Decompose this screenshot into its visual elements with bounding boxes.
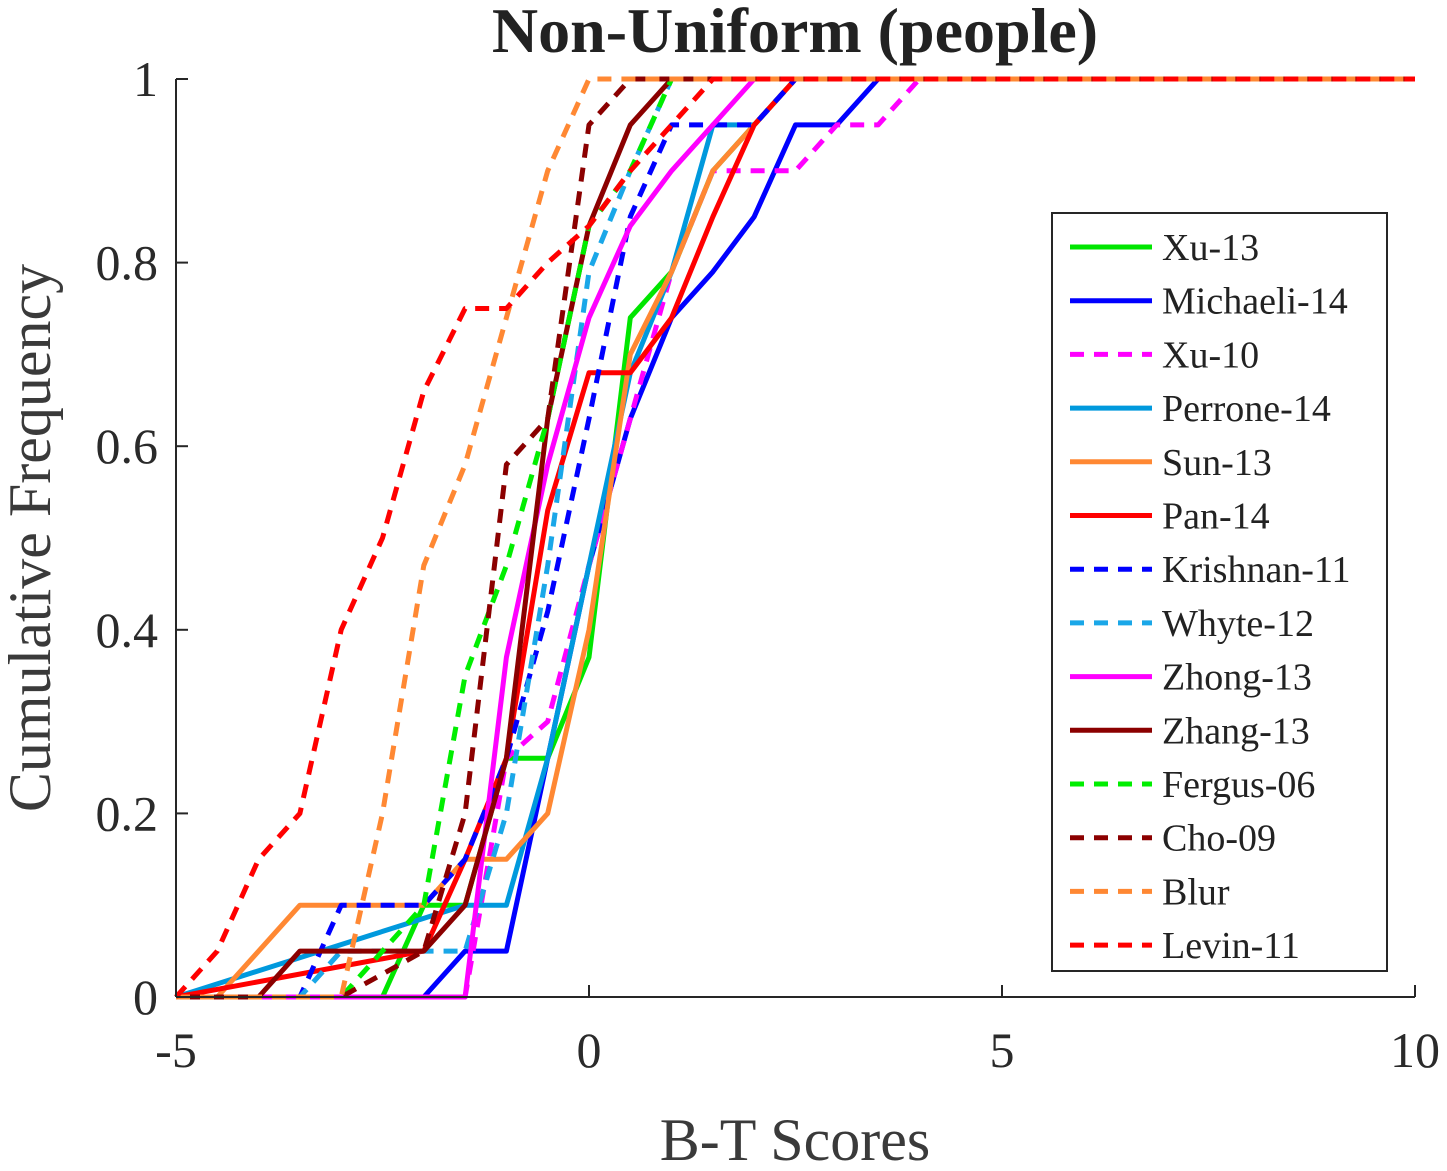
legend-label: Blur	[1162, 871, 1230, 913]
legend-label: Xu-13	[1162, 227, 1259, 269]
y-tick-label: 0.8	[96, 235, 159, 291]
legend-label: Krishnan-11	[1162, 549, 1351, 591]
legend-label: Fergus-06	[1162, 764, 1315, 806]
y-tick-label: 0	[133, 969, 158, 1025]
y-tick-label: 0.6	[96, 418, 159, 474]
legend-label: Zhang-13	[1162, 710, 1310, 752]
x-tick-label: -5	[155, 1022, 197, 1078]
x-tick-label: 5	[990, 1022, 1015, 1078]
y-tick-label: 1	[133, 51, 158, 107]
legend-label: Sun-13	[1162, 442, 1272, 484]
series-line-blur	[176, 76, 1415, 1000]
series-line-krishnan-11	[176, 76, 1415, 1000]
y-axis-label: Cumulative Frequency	[0, 264, 63, 812]
chart-title: Non-Uniform (people)	[492, 0, 1098, 66]
legend-label: Pan-14	[1162, 496, 1270, 538]
series-line-levin-11	[174, 76, 1415, 999]
series-line-zhang-13	[176, 76, 1415, 1000]
legend-label: Xu-10	[1162, 334, 1259, 376]
legend-label: Levin-11	[1162, 925, 1300, 967]
legend-label: Michaeli-14	[1162, 281, 1348, 323]
series-line-cho-09	[176, 76, 1415, 1000]
legend-label: Cho-09	[1162, 818, 1276, 860]
y-tick-label: 0.4	[96, 602, 159, 658]
legend-label: Perrone-14	[1162, 388, 1331, 430]
plot-area	[174, 76, 1415, 1000]
x-tick-label: 0	[577, 1022, 602, 1078]
legend: Xu-13 Michaeli-14 Xu-10 Perrone-14 Sun-13 Pan…	[1051, 212, 1388, 972]
y-tick-label: 0.2	[96, 785, 159, 841]
series-line-sun-13	[176, 76, 1415, 1000]
x-axis-label: B-T Scores	[660, 1107, 931, 1166]
legend-label: Whyte-12	[1162, 603, 1314, 645]
legend-label: Zhong-13	[1162, 657, 1312, 699]
x-tick-label: 10	[1390, 1022, 1440, 1078]
series-line-fergus-06	[176, 76, 1415, 1000]
legend-box	[1051, 212, 1388, 972]
